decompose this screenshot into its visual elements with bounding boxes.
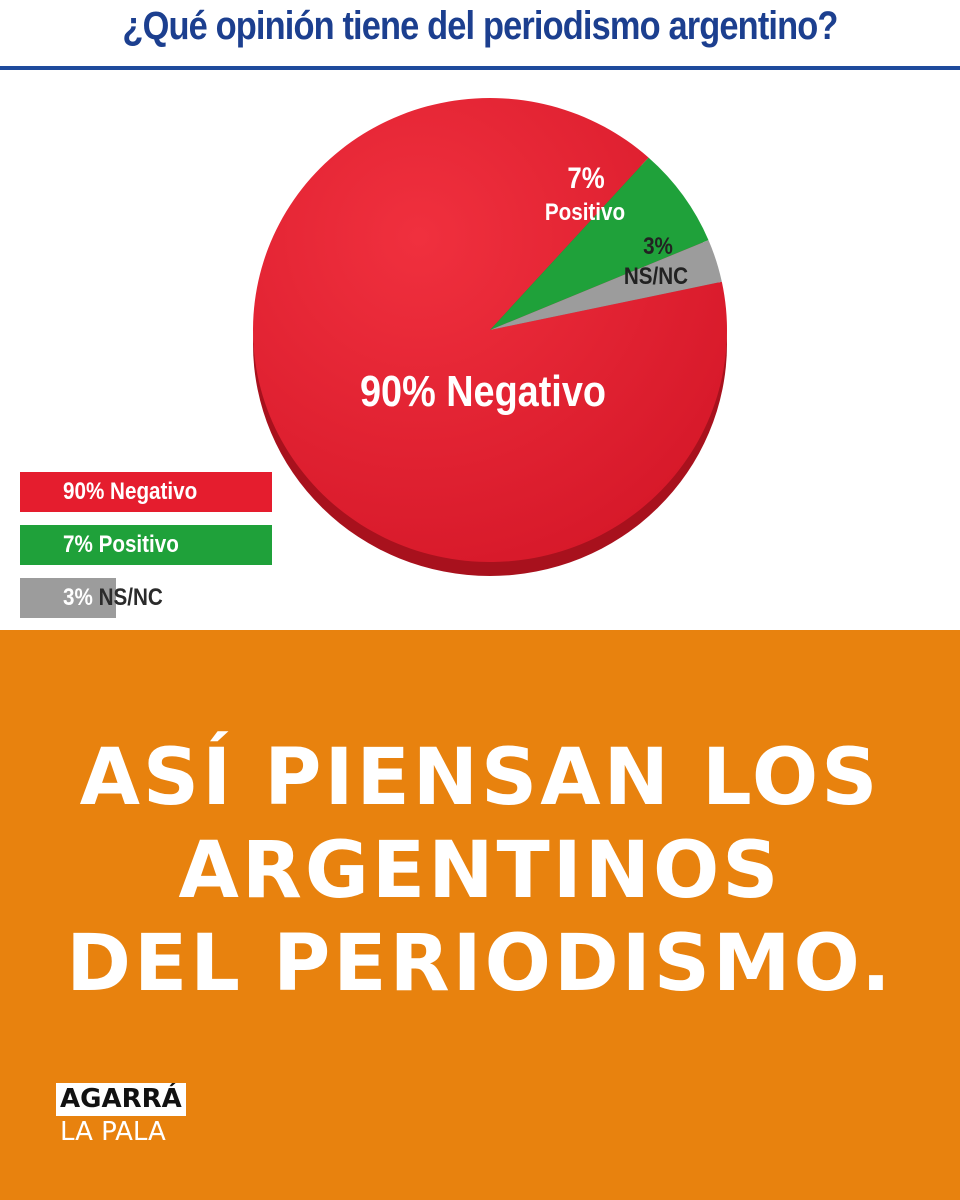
slice-label-positivo-pct: 7% <box>567 161 604 194</box>
slice-label-nsnc: NS/NC <box>624 263 688 290</box>
header-bar: ¿Qué opinión tiene del periodismo argent… <box>0 0 960 70</box>
headline-panel: ASÍ PIENSAN LOS ARGENTINOS DEL PERIODISM… <box>0 630 960 1200</box>
pie-chart: 90% Negativo 7% Positivo 3% NS/NC <box>252 98 727 576</box>
slice-label-positivo: Positivo <box>545 199 625 226</box>
legend-label-nsnc: NS/NC <box>98 584 163 611</box>
headline: ASÍ PIENSAN LOS ARGENTINOS DEL PERIODISM… <box>0 732 960 1011</box>
legend-label-negativo: Negativo <box>110 478 198 505</box>
chart-title: ¿Qué opinión tiene del periodismo argent… <box>122 4 838 48</box>
legend-swatch-negativo <box>20 472 272 512</box>
logo-line-2: LA PALA <box>60 1117 166 1147</box>
pie-slice-negativo <box>252 98 727 563</box>
logo-line-1: AGARRÁ <box>56 1083 186 1116</box>
legend-label-positivo: Positivo <box>98 531 179 558</box>
legend-pct-nsnc: 3% <box>63 584 93 611</box>
legend-item-nsnc: 3% NS/NC <box>20 578 226 618</box>
legend-swatch-nsnc <box>20 578 116 618</box>
pie-slice-positivo <box>490 157 709 330</box>
headline-line-3: DEL PERIODISMO. <box>66 919 894 1009</box>
legend-swatch-positivo <box>20 525 272 565</box>
legend-pct-positivo: 7% <box>63 531 93 558</box>
chart-panel: 90% Negativo 7% Positivo 3% NS/NC 90% Ne… <box>0 74 960 630</box>
legend-item-positivo: 7% Positivo <box>20 525 272 565</box>
legend-pct-negativo: 90% <box>63 478 105 505</box>
slice-label-negativo: 90% Negativo <box>360 366 606 415</box>
headline-line-1: ASÍ PIENSAN LOS <box>79 733 881 823</box>
headline-line-2: ARGENTINOS <box>178 826 782 916</box>
legend: 90% Negativo 7% Positivo 3% NS/NC <box>20 472 272 630</box>
pie-slice-nsnc <box>490 240 722 330</box>
slice-label-nsnc-pct: 3% <box>643 233 673 260</box>
legend-item-negativo: 90% Negativo <box>20 472 272 512</box>
brand-logo: AGARRÁ LA PALA <box>56 1083 186 1149</box>
